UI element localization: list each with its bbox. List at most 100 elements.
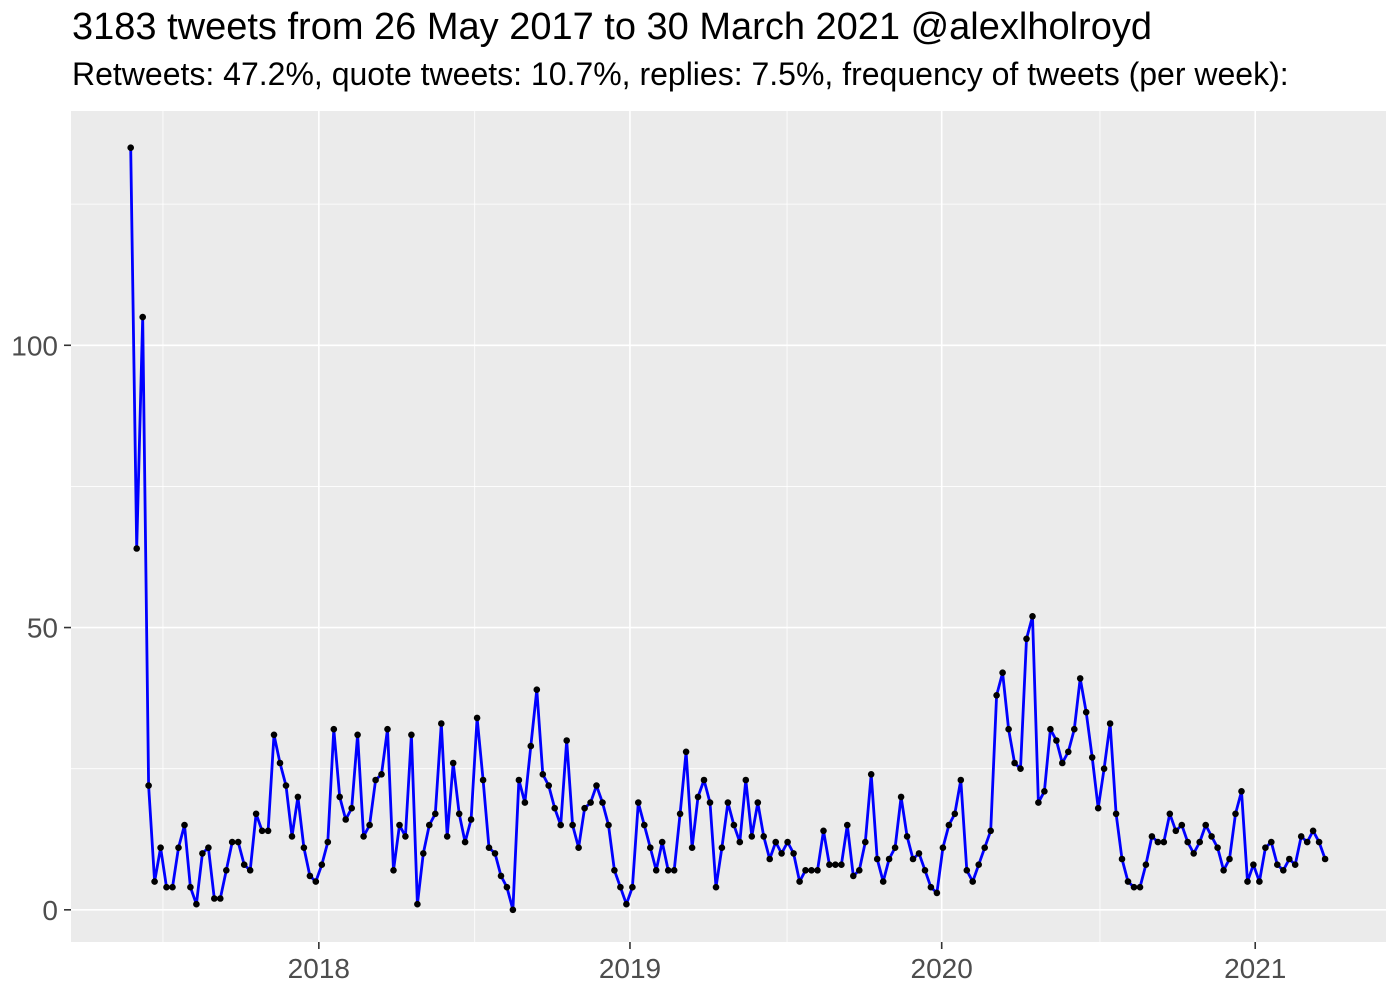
data-point (718, 844, 726, 851)
data-point (1094, 804, 1102, 812)
data-point (635, 799, 642, 806)
data-point (862, 838, 869, 846)
data-point (1274, 861, 1281, 868)
data-point (844, 821, 851, 829)
data-point (760, 833, 767, 840)
data-point (1148, 833, 1156, 840)
data-point (485, 844, 493, 851)
data-point (270, 731, 278, 739)
data-point (223, 867, 230, 874)
data-point (545, 782, 552, 789)
data-point (569, 821, 576, 829)
data-point (629, 883, 636, 891)
data-point (1220, 867, 1227, 874)
data-point (891, 844, 899, 851)
data-point (509, 906, 517, 914)
data-point (1142, 861, 1150, 868)
data-point (1190, 850, 1197, 857)
data-point (599, 799, 606, 806)
data-point (193, 900, 200, 908)
data-point (288, 833, 296, 840)
data-point (1076, 675, 1084, 682)
data-point (951, 810, 959, 818)
y-tick-label: 50 (27, 613, 58, 644)
data-point (1035, 799, 1042, 806)
data-point (909, 855, 917, 863)
data-point (348, 804, 356, 812)
data-point (1005, 725, 1012, 733)
data-point (796, 878, 803, 885)
data-point (1065, 748, 1072, 756)
data-point (521, 799, 529, 806)
data-point (175, 844, 182, 851)
data-point (1291, 861, 1299, 868)
data-point (378, 771, 385, 778)
data-point (228, 838, 236, 846)
data-point (867, 771, 875, 778)
data-point (139, 313, 146, 321)
x-tick-label: 2018 (288, 953, 350, 984)
x-tick-label: 2020 (911, 953, 973, 984)
data-point (647, 844, 654, 851)
y-tick-label: 100 (11, 330, 58, 361)
data-point (145, 782, 152, 789)
data-point (1112, 810, 1120, 818)
data-point (1100, 765, 1108, 772)
data-point (1268, 838, 1275, 846)
data-point (515, 776, 523, 784)
data-point (426, 821, 433, 829)
data-point (497, 872, 505, 880)
data-point (623, 900, 630, 908)
data-point (372, 776, 379, 784)
data-point (127, 144, 134, 151)
data-point (700, 776, 708, 784)
data-point (342, 816, 350, 823)
data-point (605, 821, 612, 829)
data-point (461, 838, 469, 846)
data-point (1053, 737, 1060, 744)
data-point (312, 878, 320, 885)
data-point (1262, 844, 1269, 851)
data-point (617, 883, 624, 891)
data-point (473, 714, 481, 722)
data-point (1160, 838, 1168, 846)
data-point (491, 850, 499, 857)
data-point (921, 867, 929, 874)
data-point (276, 759, 284, 767)
x-tick-label: 2019 (599, 953, 661, 984)
data-point (443, 833, 451, 840)
data-point (1309, 827, 1317, 835)
data-point (873, 855, 881, 863)
data-point (682, 748, 690, 756)
data-point (826, 861, 833, 868)
data-point (366, 821, 373, 829)
data-point (306, 872, 314, 880)
data-point (432, 810, 439, 818)
data-point (664, 867, 672, 874)
data-point (438, 720, 445, 727)
data-point (856, 867, 863, 874)
data-point (1118, 855, 1126, 863)
data-point (551, 804, 558, 812)
data-point (336, 793, 344, 801)
data-point (712, 883, 720, 891)
data-point (151, 878, 158, 885)
data-point (1154, 838, 1162, 846)
data-point (300, 844, 308, 851)
data-point (1071, 725, 1078, 733)
data-point (330, 725, 338, 733)
data-point (1196, 838, 1203, 846)
data-point (742, 776, 750, 784)
data-point (730, 821, 738, 829)
data-point (503, 883, 511, 891)
data-point (754, 799, 762, 806)
data-point (641, 821, 648, 829)
data-point (408, 731, 415, 739)
data-point (987, 827, 994, 835)
data-point (945, 821, 953, 829)
data-point (1023, 635, 1030, 643)
data-point (360, 833, 367, 840)
data-point (169, 883, 176, 891)
data-point (933, 889, 941, 897)
